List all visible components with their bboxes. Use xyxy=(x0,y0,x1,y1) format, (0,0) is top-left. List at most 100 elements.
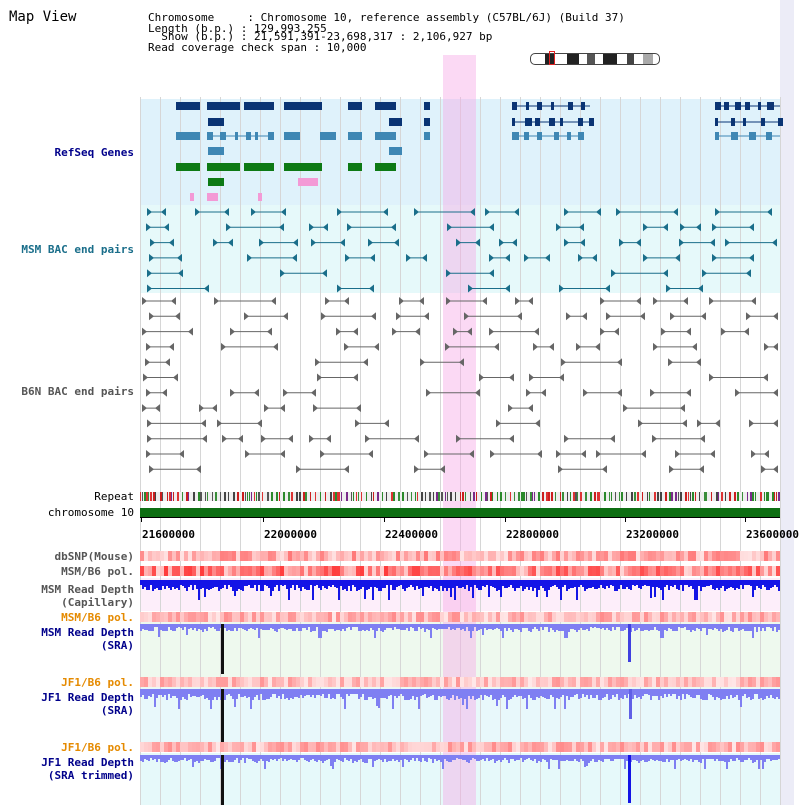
gene-feature[interactable] xyxy=(389,147,402,155)
heat-cell xyxy=(184,742,188,752)
heat-cell xyxy=(264,551,268,561)
gene-exon[interactable] xyxy=(220,132,226,140)
gene-exon[interactable] xyxy=(235,132,238,140)
gene-exon[interactable] xyxy=(551,102,554,110)
gene-exon[interactable] xyxy=(537,132,542,140)
gene-feature[interactable] xyxy=(207,102,240,110)
heat-cell xyxy=(504,677,508,687)
msm-capillary-depth-bar xyxy=(158,580,160,590)
gene-feature[interactable] xyxy=(284,102,322,110)
gene-exon[interactable] xyxy=(758,102,761,110)
gene-exon[interactable] xyxy=(526,102,529,110)
gene-exon[interactable] xyxy=(246,132,251,140)
gene-feature[interactable] xyxy=(190,193,194,201)
gene-exon[interactable] xyxy=(525,118,532,126)
gene-exon[interactable] xyxy=(255,132,258,140)
gene-feature[interactable] xyxy=(284,163,322,171)
chromosome-ideogram[interactable] xyxy=(530,53,660,65)
heat-cell xyxy=(284,551,288,561)
gene-feature[interactable] xyxy=(208,147,224,155)
gene-feature[interactable] xyxy=(424,102,430,110)
gene-exon[interactable] xyxy=(778,118,783,126)
dbsnp-heat-strip[interactable] xyxy=(140,551,780,561)
gene-feature[interactable] xyxy=(348,132,362,140)
gene-feature[interactable] xyxy=(207,163,240,171)
gene-feature[interactable] xyxy=(375,132,396,140)
gene-feature[interactable] xyxy=(389,118,402,126)
gene-feature[interactable] xyxy=(375,163,396,171)
gene-feature[interactable] xyxy=(244,102,274,110)
repeat-element xyxy=(657,492,659,501)
gene-exon[interactable] xyxy=(581,102,585,110)
msm-b6-pol-heat-strip[interactable] xyxy=(140,566,780,576)
jf1-trim-depth-bar xyxy=(404,755,406,759)
heat-cell xyxy=(572,612,576,622)
gene-exon[interactable] xyxy=(567,132,571,140)
gene-exon[interactable] xyxy=(268,132,274,140)
jf1-trim-depth-bar xyxy=(192,755,194,767)
gene-exon[interactable] xyxy=(731,132,738,140)
gene-feature[interactable] xyxy=(284,132,300,140)
gene-exon[interactable] xyxy=(568,102,573,110)
gene-feature[interactable] xyxy=(424,118,430,126)
msm-capillary-depth-bar xyxy=(732,580,734,588)
gene-exon[interactable] xyxy=(715,132,719,140)
gene-exon[interactable] xyxy=(512,102,517,110)
gene-feature[interactable] xyxy=(176,102,200,110)
gene-exon[interactable] xyxy=(560,118,563,126)
gene-exon[interactable] xyxy=(731,118,735,126)
msm-sra-depth-bar xyxy=(406,624,408,628)
heat-cell xyxy=(308,612,312,622)
gene-feature[interactable] xyxy=(244,163,274,171)
gene-feature[interactable] xyxy=(208,118,224,126)
gene-feature[interactable] xyxy=(348,102,362,110)
gene-exon[interactable] xyxy=(512,118,515,126)
gene-feature[interactable] xyxy=(320,132,336,140)
gene-feature[interactable] xyxy=(298,178,318,186)
gene-exon[interactable] xyxy=(735,102,741,110)
gene-feature[interactable] xyxy=(208,178,224,186)
gene-feature[interactable] xyxy=(176,163,200,171)
msm-capillary-depth-bar xyxy=(206,580,208,589)
gene-exon[interactable] xyxy=(743,118,746,126)
gene-exon[interactable] xyxy=(207,132,213,140)
gene-exon[interactable] xyxy=(761,118,765,126)
gene-feature[interactable] xyxy=(258,193,262,201)
gene-exon[interactable] xyxy=(578,118,583,126)
gene-exon[interactable] xyxy=(724,102,729,110)
gene-exon[interactable] xyxy=(512,132,519,140)
chromosome-bar[interactable] xyxy=(140,508,780,517)
gene-exon[interactable] xyxy=(745,102,750,110)
gene-exon[interactable] xyxy=(554,132,559,140)
gene-feature[interactable] xyxy=(424,132,430,140)
gene-exon[interactable] xyxy=(589,118,594,126)
gene-feature[interactable] xyxy=(207,193,218,201)
jf1-trim-depth-bar xyxy=(672,755,674,760)
repeat-track[interactable] xyxy=(140,492,780,501)
gene-exon[interactable] xyxy=(749,132,756,140)
gene-exon[interactable] xyxy=(549,118,555,126)
msm-b6-pol2-heat-strip[interactable] xyxy=(140,612,780,622)
gene-feature[interactable] xyxy=(375,102,396,110)
gene-exon[interactable] xyxy=(535,118,540,126)
heat-cell xyxy=(556,566,560,576)
gene-feature[interactable] xyxy=(176,132,200,140)
msm-sra-depth-bar xyxy=(634,624,636,631)
gene-exon[interactable] xyxy=(578,132,584,140)
gene-feature[interactable] xyxy=(348,163,362,171)
msm-sra-depth-bar xyxy=(616,624,618,627)
gene-exon[interactable] xyxy=(766,132,772,140)
gene-exon[interactable] xyxy=(524,132,529,140)
gene-exon[interactable] xyxy=(537,102,542,110)
jf1-b6-pol-heat-strip[interactable] xyxy=(140,677,780,687)
heat-cell xyxy=(336,677,340,687)
msm-sra-depth-bar xyxy=(572,624,574,629)
gene-exon[interactable] xyxy=(767,102,774,110)
msm-sra-depth-bar xyxy=(654,624,656,627)
heat-cell xyxy=(732,566,736,576)
gene-exon[interactable] xyxy=(715,102,721,110)
jf1-b6-pol2-heat-strip[interactable] xyxy=(140,742,780,752)
gene-exon[interactable] xyxy=(715,118,718,126)
